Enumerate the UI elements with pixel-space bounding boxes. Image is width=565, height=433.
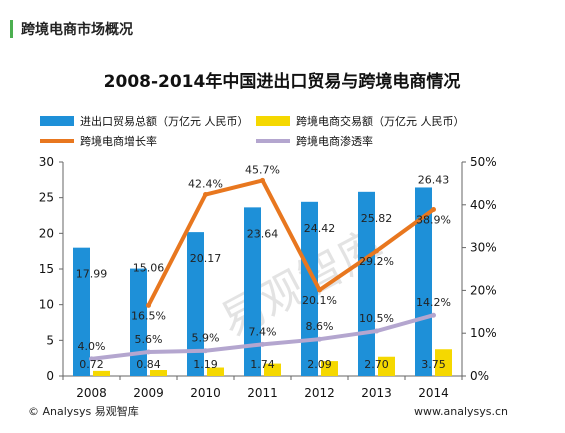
y-left-tick-label: 25 bbox=[39, 191, 54, 205]
y-right-tick-label: 10% bbox=[470, 326, 497, 340]
bar-1-2013 bbox=[378, 356, 395, 376]
bars bbox=[73, 187, 452, 376]
label-ecom-2011: 1.74 bbox=[250, 358, 275, 371]
y-right-tick-label: 40% bbox=[470, 198, 497, 212]
label-trade-2010: 20.17 bbox=[190, 252, 222, 265]
point-2-2012 bbox=[317, 287, 322, 293]
label-trade-2012: 24.42 bbox=[304, 222, 336, 235]
legend-label-0: 进出口贸易总额（万亿元 人民币） bbox=[80, 114, 249, 128]
legend-label-3: 跨境电商渗透率 bbox=[296, 134, 373, 148]
label-growth-2009: 16.5% bbox=[131, 309, 166, 322]
label-trade-2014: 26.43 bbox=[418, 173, 450, 186]
label-ecom-2014: 3.75 bbox=[421, 358, 446, 371]
section-accent-bar bbox=[10, 20, 13, 38]
label-penetration-2014: 14.2% bbox=[416, 296, 451, 309]
bar-0-2011 bbox=[244, 207, 261, 376]
label-trade-2008: 17.99 bbox=[76, 268, 108, 281]
y-right-tick-label: 50% bbox=[470, 155, 497, 169]
point-3-2009 bbox=[146, 349, 151, 355]
x-tick-label: 2013 bbox=[361, 386, 392, 400]
label-growth-2012: 20.1% bbox=[302, 294, 337, 307]
chart-title: 2008-2014年中国进出口贸易与跨境电商情况 bbox=[104, 71, 461, 92]
section-header: 跨境电商市场概况 bbox=[10, 18, 133, 40]
legend-label-2: 跨境电商增长率 bbox=[80, 134, 157, 148]
point-2-2011 bbox=[260, 177, 265, 183]
legend-label-1: 跨境电商交易额（万亿元 人民币） bbox=[296, 114, 465, 128]
y-left-tick-label: 0 bbox=[46, 369, 54, 383]
bar-1-2010 bbox=[207, 367, 224, 376]
label-trade-2013: 25.82 bbox=[361, 212, 393, 225]
point-2-2010 bbox=[203, 192, 208, 198]
legend-swatch-1 bbox=[256, 116, 290, 126]
y-left-tick-label: 5 bbox=[46, 333, 54, 347]
y-right-tick-label: 0% bbox=[470, 369, 489, 383]
point-2-2013 bbox=[374, 248, 379, 254]
label-penetration-2011: 7.4% bbox=[249, 325, 277, 338]
bar-1-2011 bbox=[264, 363, 281, 376]
y-left-tick-label: 10 bbox=[39, 298, 54, 312]
bar-0-2014 bbox=[415, 187, 432, 376]
bar-0-2009 bbox=[130, 268, 147, 376]
point-3-2012 bbox=[317, 336, 322, 342]
label-ecom-2013: 2.70 bbox=[364, 358, 389, 371]
line-series-2 bbox=[146, 178, 436, 308]
x-tick-label: 2011 bbox=[247, 386, 278, 400]
data-labels: 17.99 15.06 20.17 23.64 24.42 25.82 26.43 0.72 0… bbox=[76, 163, 451, 371]
label-trade-2011: 23.64 bbox=[247, 227, 279, 240]
x-tick-label: 2009 bbox=[133, 386, 164, 400]
x-tick-label: 2010 bbox=[190, 386, 221, 400]
point-2-2009 bbox=[146, 302, 151, 308]
bar-1-2014 bbox=[435, 349, 452, 376]
y-right-tick-label: 20% bbox=[470, 283, 497, 297]
x-tick-label: 2014 bbox=[418, 386, 449, 400]
y-left-tick-label: 20 bbox=[39, 226, 54, 240]
bar-1-2009 bbox=[150, 370, 167, 376]
label-growth-2010: 42.4% bbox=[188, 178, 223, 191]
point-2-2014 bbox=[431, 207, 436, 213]
footer-source: © Analysys 易观智库 bbox=[28, 404, 139, 418]
bar-0-2008 bbox=[73, 247, 90, 376]
x-tick-label: 2012 bbox=[304, 386, 335, 400]
label-penetration-2010: 5.9% bbox=[192, 332, 220, 345]
label-growth-2011: 45.7% bbox=[245, 163, 280, 176]
label-penetration-2008: 4.0% bbox=[78, 340, 106, 353]
label-ecom-2008: 0.72 bbox=[79, 358, 104, 371]
bar-1-2012 bbox=[321, 361, 338, 376]
y-right-tick-label: 30% bbox=[470, 241, 497, 255]
point-3-2013 bbox=[374, 328, 379, 334]
point-3-2011 bbox=[260, 341, 265, 347]
point-3-2014 bbox=[431, 312, 436, 318]
label-ecom-2012: 2.09 bbox=[307, 358, 332, 371]
legend: 进出口贸易总额（万亿元 人民币） 跨境电商交易额（万亿元 人民币） 跨境电商增长率 跨… bbox=[40, 114, 465, 148]
point-3-2008 bbox=[89, 356, 94, 362]
x-tick-label: 2008 bbox=[76, 386, 107, 400]
footer-url: www.analysys.cn bbox=[414, 405, 508, 418]
label-penetration-2012: 8.6% bbox=[306, 320, 334, 333]
y-left-tick-label: 30 bbox=[39, 155, 54, 169]
label-growth-2014: 38.9% bbox=[416, 214, 451, 227]
axes: 0 5 10 15 20 25 30 0% 10% 20% 30% 40% 50% 2008 2009 201… bbox=[39, 155, 497, 400]
label-penetration-2009: 5.6% bbox=[135, 333, 163, 346]
lines bbox=[89, 177, 436, 362]
label-growth-2013: 29.2% bbox=[359, 255, 394, 268]
label-ecom-2009: 0.84 bbox=[136, 358, 161, 371]
label-trade-2009: 15.06 bbox=[133, 262, 165, 275]
legend-swatch-0 bbox=[40, 116, 74, 126]
y-left-tick-label: 15 bbox=[39, 262, 54, 276]
section-title: 跨境电商市场概况 bbox=[21, 22, 133, 38]
label-penetration-2013: 10.5% bbox=[359, 312, 394, 325]
bar-0-2012 bbox=[301, 201, 318, 376]
bar-0-2010 bbox=[187, 232, 204, 376]
bar-1-2008 bbox=[93, 370, 110, 376]
label-ecom-2010: 1.19 bbox=[193, 358, 218, 371]
point-3-2010 bbox=[203, 348, 208, 354]
